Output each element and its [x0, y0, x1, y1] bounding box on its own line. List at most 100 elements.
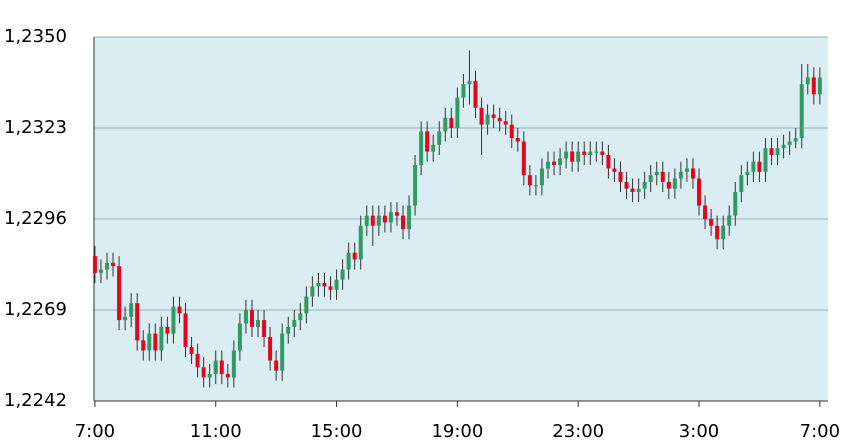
candle-body: [515, 138, 520, 142]
candle-body: [509, 124, 514, 139]
candle-body: [793, 138, 798, 142]
candle-body: [370, 215, 375, 226]
candle-body: [104, 262, 109, 270]
candle-body: [262, 320, 267, 337]
candle-body: [340, 269, 345, 280]
candle-body: [606, 154, 611, 169]
candle-body: [533, 185, 538, 187]
x-tick-label: 3:00: [679, 421, 719, 442]
candle-body: [256, 320, 261, 327]
candle-body: [401, 215, 406, 230]
candle-body: [376, 215, 381, 226]
candle-body: [558, 158, 563, 166]
candle-body: [600, 151, 605, 155]
candle-body: [274, 360, 279, 371]
candle-body: [527, 175, 532, 186]
candle-body: [745, 171, 750, 176]
candle-body: [678, 171, 683, 179]
candle-body: [709, 219, 714, 226]
candle-body: [648, 175, 653, 182]
candle-body: [225, 374, 230, 378]
candle-body: [322, 283, 327, 287]
candle-body: [98, 269, 103, 273]
x-tick-label: 7:00: [800, 421, 840, 442]
candle-body: [630, 188, 635, 193]
candle-body: [268, 336, 273, 361]
candle-body: [703, 205, 708, 219]
candle-body: [129, 303, 134, 317]
candle-body: [141, 340, 146, 351]
candle-body: [497, 117, 502, 122]
candle-body: [286, 326, 291, 334]
candle-body: [352, 252, 357, 260]
candle-body: [654, 171, 659, 176]
candle-body: [135, 303, 140, 341]
candle-body: [781, 144, 786, 149]
candle-body: [382, 215, 387, 223]
candle-body: [334, 279, 339, 290]
candle-body: [443, 117, 448, 132]
candle-body: [207, 374, 212, 378]
candle-body: [594, 151, 599, 153]
candle-body: [461, 84, 466, 98]
candle-body: [582, 151, 587, 155]
candle-body: [431, 144, 436, 152]
candle-body: [123, 316, 128, 321]
candle-body: [473, 80, 478, 108]
x-tick-label: 7:00: [75, 421, 115, 442]
candle-body: [249, 310, 254, 327]
candle-body: [449, 117, 454, 128]
candle-body: [407, 205, 412, 230]
candle-body: [358, 225, 363, 260]
candle-body: [177, 306, 182, 314]
y-tick-label: 1,2242: [4, 390, 67, 411]
candle-body: [467, 80, 472, 85]
candle-body: [213, 360, 218, 375]
candle-body: [201, 367, 206, 378]
candle-body: [521, 141, 526, 176]
candle-body: [642, 181, 647, 189]
candle-body: [117, 266, 122, 321]
candle-body: [292, 320, 297, 327]
candle-body: [346, 252, 351, 270]
candle-body: [159, 326, 164, 351]
candle-body: [775, 148, 780, 155]
candle-body: [413, 165, 418, 206]
x-tick-label: 19:00: [431, 421, 483, 442]
y-tick-label: 1,2269: [4, 299, 67, 320]
candle-body: [479, 107, 484, 125]
candle-body: [92, 256, 97, 273]
candle-body: [147, 333, 152, 351]
x-tick-label: 11:00: [190, 421, 242, 442]
candle-body: [672, 178, 677, 189]
candle-body: [739, 175, 744, 193]
candle-body: [425, 131, 430, 152]
candle-body: [310, 286, 315, 297]
candle-body: [612, 168, 617, 172]
candle-body: [298, 313, 303, 321]
candle-body: [733, 192, 738, 216]
candle-body: [545, 161, 550, 169]
candle-body: [660, 171, 665, 182]
candle-body: [763, 148, 768, 172]
candle-body: [419, 131, 424, 166]
y-tick-label: 1,2350: [4, 26, 67, 47]
candle-body: [219, 360, 224, 375]
candle-body: [189, 347, 194, 354]
candle-body: [618, 171, 623, 182]
candle-body: [787, 141, 792, 145]
candle-body: [304, 296, 309, 314]
candle-body: [485, 114, 490, 125]
candle-body: [690, 168, 695, 179]
candle-body: [751, 161, 756, 172]
candle-body: [721, 225, 726, 240]
candle-body: [624, 181, 629, 189]
candle-body: [316, 283, 321, 287]
candle-body: [280, 333, 285, 371]
y-tick-label: 1,2323: [4, 117, 67, 138]
candle-body: [715, 225, 720, 240]
candle-body: [636, 188, 641, 193]
candle-body: [757, 161, 762, 172]
candle-body: [503, 121, 508, 125]
